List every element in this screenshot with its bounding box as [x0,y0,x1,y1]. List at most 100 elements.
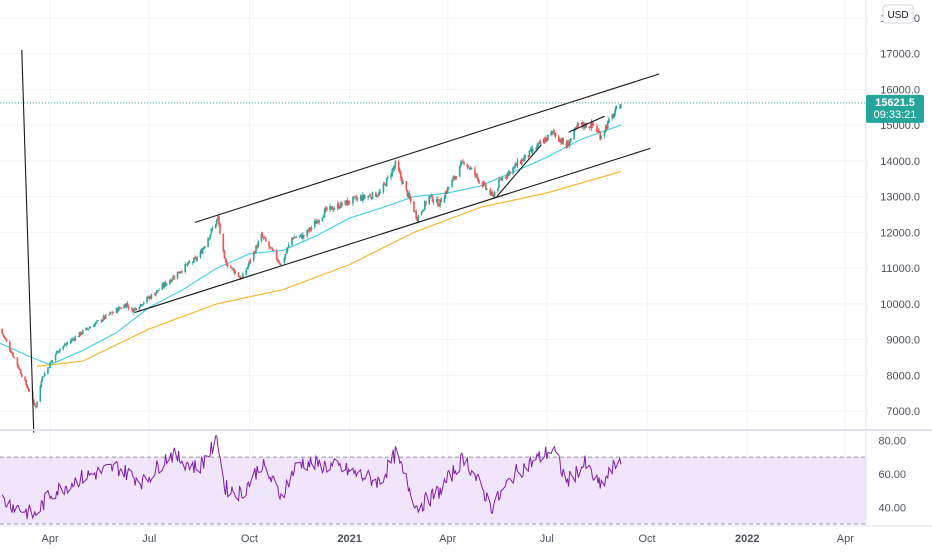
candle-body [161,284,164,290]
candle [447,186,450,190]
candle-body [405,181,408,190]
candle-body [485,184,487,189]
candle-body [318,220,320,223]
candle [196,255,198,263]
candle-body [531,148,534,153]
candle-body [170,279,172,282]
candle [49,362,51,368]
candle [508,170,511,177]
candle [211,225,214,232]
price-tick-label: 13000.0 [880,192,920,204]
candle-body [440,199,442,203]
candle-body [569,138,572,142]
candle [298,235,301,239]
time-axis[interactable]: Apr Jul Oct 2021 Apr Jul Oct 2022 Apr [0,525,932,545]
candle [501,175,503,182]
candle [245,268,247,276]
candle-body [278,260,280,263]
candle-body [425,201,427,205]
candle [377,193,379,198]
candle-body [615,106,618,108]
candle-body [430,195,433,197]
candle [392,165,395,173]
candle [207,236,209,248]
trendline [568,115,605,133]
candle-body [391,169,393,177]
price-tick-label: 14000.0 [880,156,920,168]
candle-body [499,179,501,181]
candle-body [303,235,305,237]
candle-body [589,127,592,129]
candle [249,258,252,264]
candle-body [58,350,60,353]
candle [367,195,369,201]
candle [233,268,236,276]
candle-body [165,283,168,286]
candle-body [124,304,127,308]
candle-body [208,238,210,240]
candle [368,193,371,197]
last-price-value: 15621.5 [875,97,915,109]
candle-body [142,302,145,305]
candle-body [443,197,446,203]
candle-body [363,194,365,198]
candle-body [24,376,26,381]
candle [607,120,609,130]
candle-body [520,159,523,165]
candle [445,189,448,195]
price-tick-label: 15000.0 [880,120,920,132]
candle-body [368,195,371,197]
candle [95,321,97,326]
candle-body [36,401,38,407]
candle [499,176,501,181]
rsi-axis[interactable]: 40.00 60.00 80.00 [878,435,906,514]
candle [303,235,305,239]
candle-body [491,192,494,195]
candle-body [592,124,595,126]
candle-body [603,131,606,136]
candle [492,193,495,199]
candle [39,384,42,403]
currency-badge[interactable]: USD [882,4,914,24]
candle-body [559,139,561,142]
candle [153,292,156,296]
candle-body [230,266,232,268]
candle-body [186,264,189,266]
price-axis[interactable]: 7000.0 8000.0 9000.0 10000.0 11000.0 12000.0 1… [880,13,920,418]
candle [109,311,111,316]
candle-body [185,264,188,266]
candle-body [371,191,374,199]
candle [346,197,349,206]
candle-body [126,303,129,306]
candle [567,139,570,146]
candle [234,269,237,275]
candle [512,166,514,176]
candle-body [379,192,381,193]
candle [132,308,134,313]
candle [300,232,303,239]
currency-label: USD [887,10,908,21]
candle [515,162,518,166]
candle [324,205,327,213]
candle-body [272,249,275,251]
candle [20,372,23,378]
candle [363,193,365,201]
candle [24,376,26,382]
candle-body [127,306,130,309]
candle [353,196,355,200]
candle [12,352,14,358]
candle [77,335,80,338]
candle-body [352,197,354,204]
candle [583,122,585,131]
candle-body [93,323,96,327]
candle [393,165,396,172]
candle [50,360,52,364]
candle-body [583,125,585,128]
candle [528,150,531,158]
trendlines[interactable] [21,50,660,433]
price-tick-label: 17000.0 [880,49,920,61]
candle [341,201,343,208]
last-price-tag[interactable]: 15621.5 09:33:21 [866,94,924,123]
